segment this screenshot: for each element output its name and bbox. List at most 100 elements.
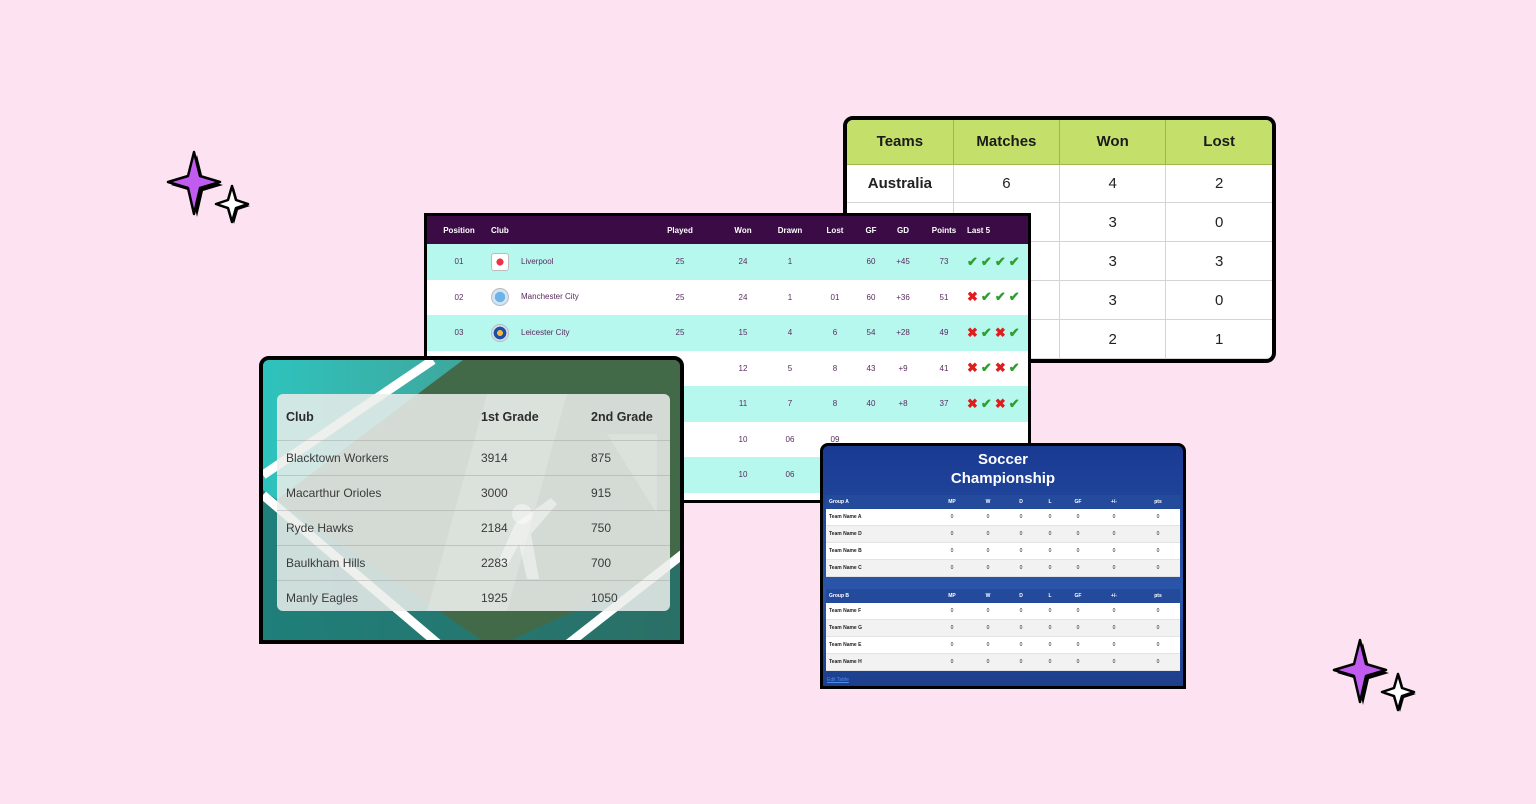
table-cell: Manchester City (491, 280, 641, 316)
stat-cell: 0 (1006, 525, 1036, 544)
table-cell: 3914 (472, 439, 582, 475)
table-cell: 1 (787, 292, 793, 302)
table-row: Australia 6 4 2 (847, 164, 1272, 204)
header-last5: Last 5 (967, 216, 1028, 244)
table-row: Ryde Hawks 2184 750 (277, 509, 670, 545)
table-cell: 09 (830, 434, 840, 444)
check-icon: ✔ (1008, 253, 1020, 269)
table-cell: 54 (857, 315, 885, 351)
stat-cell: 0 (1036, 603, 1064, 621)
title-line-2: Championship (950, 470, 1056, 487)
stat-cell: 0 (1136, 653, 1180, 671)
grade-table-panel: Club 1st Grade 2nd Grade Blacktown Worke… (277, 394, 670, 611)
table-cell: 10 (719, 457, 767, 493)
stat-cell: 0 (1036, 509, 1064, 527)
check-icon: ✔ (1008, 395, 1020, 411)
last5-cell: ✖ ✔ ✖ ✔ (967, 315, 1028, 351)
stat-cell: 0 (1092, 636, 1136, 654)
team-name: Team Name G (826, 619, 934, 638)
championship-title: Soccer Championship (823, 446, 1183, 488)
column-header: W (970, 495, 1006, 509)
table-cell: 24 (738, 292, 748, 302)
column-header: MP (934, 495, 970, 509)
table-cell: Leicester City (491, 315, 641, 351)
stat-cell: 0 (1092, 525, 1136, 544)
stat-cell: 0 (1064, 653, 1092, 671)
table-cell: 1050 (582, 579, 670, 611)
table-cell: 11 (719, 386, 767, 422)
stat-cell: 0 (934, 619, 970, 638)
stat-cell: 0 (970, 619, 1006, 638)
table-cell: 1925 (472, 579, 582, 611)
stat-cell: 0 (934, 636, 970, 654)
table-cell: 1 (767, 244, 813, 280)
table-cell: 3 (1059, 202, 1167, 243)
edit-table-link[interactable]: Edit Table (827, 677, 849, 683)
table-cell (813, 244, 857, 280)
group-a-table: Group A MP W D L GF +/- pts Team Name A 0 0 0 0 0 0 0 Te… (826, 495, 1180, 577)
stat-cell: 0 (1092, 619, 1136, 638)
stat-cell: 0 (1036, 542, 1064, 560)
check-icon: ✔ (994, 289, 1006, 305)
check-icon: ✔ (1008, 324, 1020, 340)
stat-cell: 0 (1064, 636, 1092, 654)
table-cell: 2 (1059, 319, 1167, 359)
table-cell: 3 (1165, 241, 1272, 282)
table-cell: 3 (1059, 280, 1167, 321)
table-cell: 4 (767, 315, 813, 351)
table-cell: 43 (866, 363, 876, 373)
header-lost: Lost (1165, 120, 1272, 165)
stat-cell: 0 (1006, 619, 1036, 638)
cross-icon: ✖ (967, 324, 978, 340)
table-cell: 01 (830, 292, 840, 302)
stat-cell: 0 (1036, 653, 1064, 671)
table-cell: 3 (1059, 241, 1167, 282)
table-cell: 49 (921, 315, 967, 351)
table-cell: 37 (921, 386, 967, 422)
cross-icon: ✖ (967, 289, 978, 305)
table-cell: Manly Eagles (277, 579, 472, 611)
stat-cell: 0 (1136, 636, 1180, 654)
last5-cell: ✖ ✔ ✖ ✔ (967, 386, 1028, 422)
club-name: Liverpool (521, 256, 554, 266)
team-name: Team Name D (826, 525, 934, 544)
column-header: pts (1136, 589, 1180, 603)
club-badge-icon (491, 323, 509, 342)
stat-cell: 0 (970, 653, 1006, 671)
table-cell: 875 (582, 439, 670, 475)
stat-cell: 0 (1036, 525, 1064, 544)
table-cell: Baulkham Hills (277, 544, 472, 580)
grade-table-card: Club 1st Grade 2nd Grade Blacktown Worke… (259, 356, 684, 644)
table-cell: 0 (1165, 202, 1272, 243)
table-cell: Macarthur Orioles (277, 474, 472, 510)
check-icon: ✔ (1008, 360, 1020, 376)
table-row: 01 Liverpool 25 24 1 60 +45 73 ✔ ✔ ✔ ✔ (427, 244, 1028, 280)
table-cell: 03 (427, 315, 491, 351)
header-won: Won (719, 216, 767, 244)
stat-cell: 0 (1064, 525, 1092, 544)
table-cell: 60 (866, 292, 876, 302)
group-header-row: Group B MP W D L GF +/- pts (826, 589, 1180, 603)
stat-cell: 0 (1092, 542, 1136, 560)
check-icon: ✔ (980, 253, 992, 269)
club-name: Manchester City (521, 292, 579, 302)
table-row: 12 5 8 43 +9 41 ✖ ✔ ✖ ✔ (427, 351, 1028, 387)
table-cell: 12 (738, 363, 748, 373)
column-header: pts (1136, 495, 1180, 509)
table-cell: 0 (1165, 280, 1272, 321)
check-icon: ✔ (967, 253, 978, 269)
stat-cell: 0 (970, 603, 1006, 621)
column-header: W (970, 589, 1006, 603)
cross-icon: ✖ (994, 360, 1006, 376)
stat-cell: 0 (934, 603, 970, 621)
table-cell: 7 (767, 386, 813, 422)
check-icon: ✔ (980, 324, 992, 340)
header-2nd-grade: 2nd Grade (591, 409, 653, 424)
header-club: Club (491, 216, 641, 244)
table-cell: 10 (738, 434, 748, 444)
team-name: Team Name B (826, 542, 934, 560)
